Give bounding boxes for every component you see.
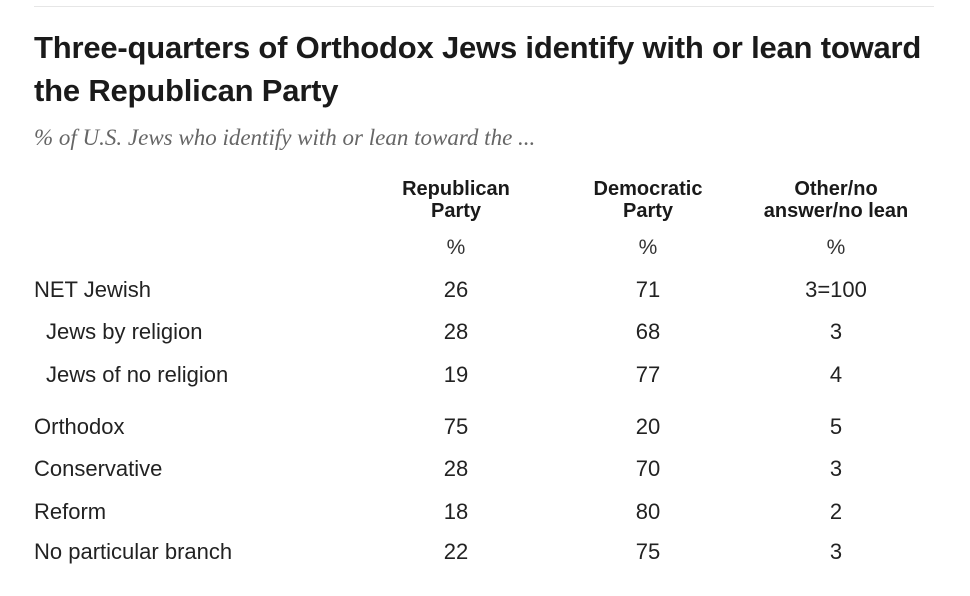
row-label-no-particular-branch: No particular branch — [34, 539, 233, 564]
cell-no-particular-branch-other: 3 — [829, 539, 843, 564]
cell-conservative-democratic: 70 — [635, 456, 661, 481]
top-divider — [34, 6, 934, 7]
cell-reform-democratic: 80 — [635, 499, 661, 524]
cell-reform-republican: 18 — [443, 499, 469, 524]
row-label-net-jewish: NET Jewish — [34, 277, 151, 302]
cell-jews-of-no-religion-democratic: 77 — [635, 362, 661, 387]
row-label-orthodox: Orthodox — [34, 414, 125, 439]
cell-orthodox-republican: 75 — [443, 414, 469, 439]
cell-net-jewish-democratic: 71 — [635, 277, 661, 302]
unit-label-democratic: % — [638, 236, 658, 259]
cell-net-jewish-other: 3=100 — [805, 277, 867, 302]
column-header-democratic: Democratic Party — [593, 178, 703, 222]
row-label-conservative: Conservative — [34, 456, 163, 481]
cell-jews-of-no-religion-other: 4 — [829, 362, 843, 387]
cell-jews-by-religion-democratic: 68 — [635, 319, 661, 344]
cell-jews-by-religion-other: 3 — [829, 319, 843, 344]
unit-label-other: % — [826, 236, 846, 259]
row-label-jews-of-no-religion: Jews of no religion — [46, 362, 229, 387]
cell-net-jewish-republican: 26 — [443, 277, 469, 302]
cell-reform-other: 2 — [829, 499, 843, 524]
chart-subtitle: % of U.S. Jews who identify with or lean… — [34, 125, 536, 150]
row-label-reform: Reform — [34, 499, 107, 524]
cell-no-particular-branch-democratic: 75 — [635, 539, 661, 564]
row-label-jews-by-religion: Jews by religion — [46, 319, 203, 344]
chart-title: Three-quarters of Orthodox Jews identify… — [34, 30, 922, 108]
column-header-republican: Republican Party — [402, 178, 510, 222]
cell-conservative-republican: 28 — [443, 456, 469, 481]
unit-label-republican: % — [446, 236, 466, 259]
column-header-other: Other/no answer/no lean — [763, 178, 909, 222]
cell-orthodox-democratic: 20 — [635, 414, 661, 439]
cell-jews-by-religion-republican: 28 — [443, 319, 469, 344]
cell-jews-of-no-religion-republican: 19 — [443, 362, 469, 387]
cell-no-particular-branch-republican: 22 — [443, 539, 469, 564]
cell-orthodox-other: 5 — [829, 414, 843, 439]
cell-conservative-other: 3 — [829, 456, 843, 481]
